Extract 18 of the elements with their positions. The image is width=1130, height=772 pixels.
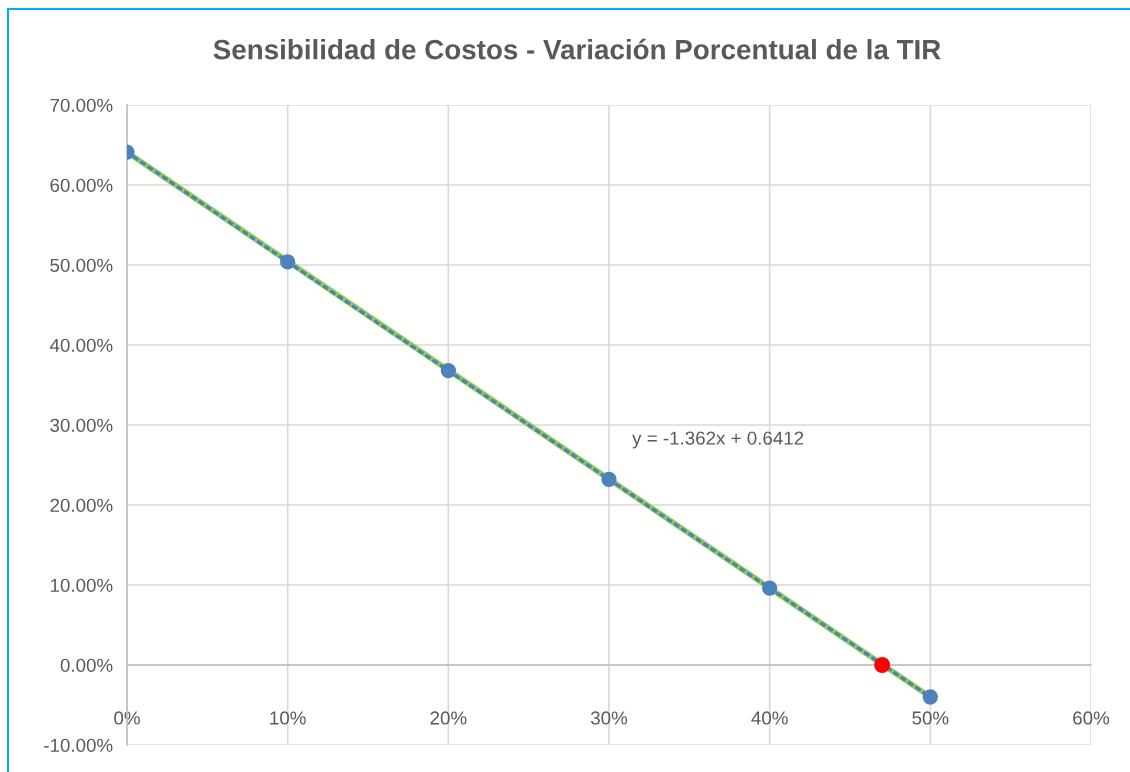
x-tick-label: 20% xyxy=(430,711,467,725)
y-tick-label: -10.00% xyxy=(44,738,113,752)
x-tick-label: 60% xyxy=(1073,711,1110,725)
y-tick-label: 30.00% xyxy=(50,418,113,432)
y-tick-label: 70.00% xyxy=(50,98,113,112)
y-tick-label: 10.00% xyxy=(50,578,113,592)
x-tick-label: 0% xyxy=(114,711,140,725)
y-tick-label: 0.00% xyxy=(60,658,113,672)
x-tick-label: 50% xyxy=(912,711,949,725)
x-tick-label: 40% xyxy=(751,711,788,725)
x-tick-label: 30% xyxy=(590,711,628,725)
y-tick-label: 20.00% xyxy=(50,498,113,512)
x-tick-label: 10% xyxy=(270,711,306,725)
y-tick-label: 50.00% xyxy=(50,258,113,272)
annotation: y = -1.362x + 0.6412 xyxy=(632,431,804,449)
chart-title: Sensibilidad de Costos - Variación Porcentual de la TIR xyxy=(213,38,941,60)
y-tick-label: 40.00% xyxy=(49,338,113,352)
y-tick-label: 60.00% xyxy=(50,178,113,192)
